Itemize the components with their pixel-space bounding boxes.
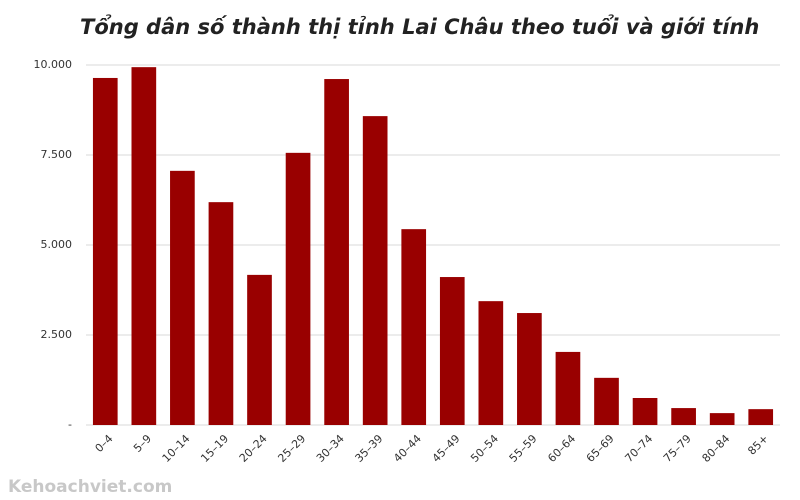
bar xyxy=(208,202,234,425)
y-tick-label: 10.000 xyxy=(34,58,73,71)
chart-title: Tổng dân số thành thị tỉnh Lai Châu theo… xyxy=(80,14,759,39)
bar xyxy=(92,77,118,426)
x-tick-label: 5–9 xyxy=(131,432,154,455)
y-tick-label: 2.500 xyxy=(41,328,73,341)
x-tick-label: 40–44 xyxy=(391,432,424,465)
x-tick-label: 70–74 xyxy=(622,432,655,465)
bar xyxy=(671,408,696,425)
bar xyxy=(632,398,658,425)
x-tick-label: 35–39 xyxy=(353,432,386,465)
bar xyxy=(555,351,581,425)
x-tick-label: 0–4 xyxy=(93,432,116,455)
bar xyxy=(401,229,427,425)
bar xyxy=(709,413,735,425)
bar xyxy=(131,67,157,425)
y-tick-label: 7.500 xyxy=(41,148,73,161)
watermark: Kehoachviet.com xyxy=(8,477,172,497)
x-tick-label: 15–19 xyxy=(198,432,231,465)
y-tick-label: 5.000 xyxy=(41,238,73,251)
x-tick-label: 30–34 xyxy=(314,432,347,465)
bar xyxy=(170,170,195,425)
x-tick-label: 20–24 xyxy=(237,432,270,465)
x-tick-label: 50–54 xyxy=(468,432,501,465)
x-tick-label: 10–14 xyxy=(160,432,193,465)
bar xyxy=(517,313,542,425)
x-tick-label: 25–29 xyxy=(275,432,308,465)
bar xyxy=(247,274,272,425)
x-tick-label: 65–69 xyxy=(584,432,617,465)
bar xyxy=(478,301,504,425)
bar xyxy=(362,116,388,426)
x-tick-label: 80–84 xyxy=(700,432,733,465)
x-tick-label: 85+ xyxy=(745,432,771,458)
y-tick-label: - xyxy=(68,418,72,431)
x-tick-label: 60–64 xyxy=(545,432,578,465)
x-tick-label: 55–59 xyxy=(507,432,540,465)
x-tick-label: 45–49 xyxy=(430,432,463,465)
bar xyxy=(324,79,349,425)
bar xyxy=(748,409,774,425)
bar xyxy=(594,377,619,425)
bar xyxy=(285,152,311,425)
bar xyxy=(439,277,465,425)
x-tick-label: 75–79 xyxy=(661,432,694,465)
